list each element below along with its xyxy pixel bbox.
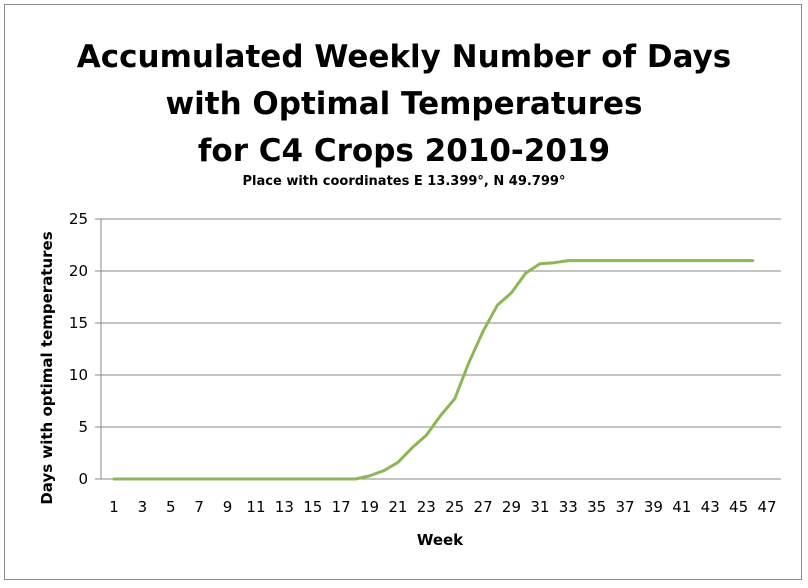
y-tick-label: 5 [78, 418, 88, 436]
x-tick-label: 17 [332, 498, 351, 516]
x-tick-label: 23 [417, 498, 436, 516]
y-tick-label: 15 [69, 314, 88, 332]
x-tick-label: 9 [223, 498, 233, 516]
x-tick-label: 39 [644, 498, 663, 516]
x-tick-label: 25 [445, 498, 464, 516]
series-line-0 [112, 259, 755, 481]
series [112, 259, 755, 481]
chart-title-line-1: Accumulated Weekly Number of Days [76, 39, 732, 75]
x-tick-label: 7 [194, 498, 204, 516]
x-tick-label: 43 [701, 498, 720, 516]
x-tick-label: 41 [672, 498, 691, 516]
x-tick-label: 27 [474, 498, 493, 516]
chart-title-line-3: for C4 Crops 2010-2019 [197, 133, 611, 169]
x-tick-label: 31 [530, 498, 549, 516]
x-tick-label: 15 [303, 498, 322, 516]
chart-title-line-2: with Optimal Temperatures [165, 86, 643, 122]
chart-title: Accumulated Weekly Number of Days with O… [0, 34, 808, 175]
chart-frame [4, 4, 802, 580]
x-tick-label: 45 [729, 498, 748, 516]
x-axis-title: Week [417, 531, 464, 549]
x-tick-label: 35 [587, 498, 606, 516]
x-tick-label: 29 [502, 498, 521, 516]
y-tick-label: 10 [69, 366, 88, 384]
gridlines [101, 218, 781, 428]
chart-subtitle: Place with coordinates E 13.399°, N 49.7… [242, 174, 566, 189]
x-tick-label: 13 [275, 498, 294, 516]
x-tick-labels: 1 3 5 7 9 11 13 15 17 19 21 23 25 27 29 31 33 35 37 39 41 43 4… [109, 498, 776, 516]
y-tick-label: 25 [69, 210, 88, 228]
x-tick-label: 19 [360, 498, 379, 516]
y-tick-label: 20 [69, 262, 88, 280]
y-axis-title: Days with optimal temperatures [38, 231, 56, 504]
x-tick-label: 5 [166, 498, 176, 516]
x-tick-label: 21 [388, 498, 407, 516]
x-tick-label: 1 [109, 498, 119, 516]
x-tick-label: 11 [246, 498, 265, 516]
x-tick-label: 33 [559, 498, 578, 516]
axes [95, 218, 781, 480]
y-tick-labels: 0 5 10 15 20 25 [69, 210, 88, 488]
x-tick-label: 47 [757, 498, 776, 516]
x-tick-label: 37 [615, 498, 634, 516]
x-tick-label: 3 [138, 498, 148, 516]
y-tick-label: 0 [78, 470, 88, 488]
